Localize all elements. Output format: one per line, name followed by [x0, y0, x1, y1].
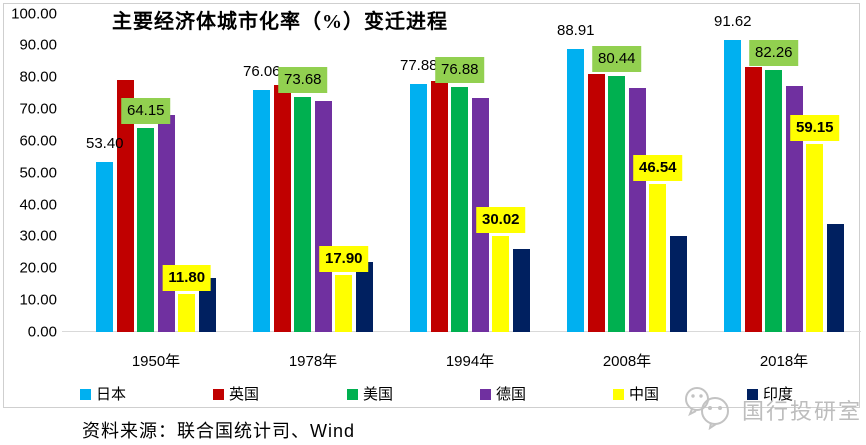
legend-label: 美国 [363, 386, 394, 403]
bar [178, 294, 196, 332]
bar [492, 236, 510, 332]
x-axis-category-label: 2008年 [602, 353, 652, 370]
x-axis-category-label: 1950年 [131, 353, 181, 370]
x-axis-category-label: 2018年 [759, 353, 809, 370]
legend-item: 日本 [80, 383, 126, 403]
chart-title: 主要经济体城市化率（%）变迁进程 [112, 11, 448, 33]
y-axis-tick-label: 100.00 [11, 5, 57, 23]
bar [628, 88, 646, 332]
bar [157, 115, 175, 332]
bar [669, 236, 687, 332]
legend-swatch [613, 389, 624, 400]
bar [314, 101, 332, 332]
data-label: 46.54 [632, 155, 683, 181]
legend-swatch [480, 389, 491, 400]
bar [430, 81, 448, 332]
y-axis-tick-label: 80.00 [19, 68, 57, 86]
legend-label: 英国 [229, 386, 260, 403]
legend-swatch [347, 389, 358, 400]
bar [826, 224, 844, 332]
data-label: 17.90 [318, 246, 369, 272]
x-axis-category-label: 1994年 [445, 353, 495, 370]
legend-item: 德国 [480, 383, 526, 403]
y-axis-tick-label: 30.00 [19, 227, 57, 245]
bar [410, 84, 428, 332]
bar [451, 87, 469, 332]
data-label: 53.40 [85, 135, 124, 152]
legend-swatch [747, 389, 758, 400]
bar [355, 262, 373, 332]
data-label: 82.26 [748, 40, 799, 66]
data-label: 88.91 [556, 22, 595, 39]
y-axis-tick-label: 20.00 [19, 259, 57, 277]
watermark: 国行投研室 [680, 384, 862, 435]
bar [785, 86, 803, 332]
bar [253, 90, 271, 332]
legend-item: 英国 [213, 383, 259, 403]
bar [744, 67, 762, 332]
legend-item: 美国 [347, 383, 393, 403]
y-axis-tick-label: 50.00 [19, 164, 57, 182]
data-label: 73.68 [277, 67, 328, 93]
y-axis-tick-label: 90.00 [19, 36, 57, 54]
bar [567, 49, 585, 332]
legend-swatch [80, 389, 91, 400]
legend-label: 中国 [629, 386, 660, 403]
data-label: 76.88 [434, 57, 485, 83]
data-label: 91.62 [713, 13, 752, 30]
legend-swatch [213, 389, 224, 400]
y-axis-tick-label: 60.00 [19, 132, 57, 150]
data-label: 80.44 [591, 46, 642, 72]
bar [294, 97, 312, 332]
legend-item: 中国 [613, 383, 659, 403]
y-axis-tick-label: 70.00 [19, 100, 57, 118]
data-label: 59.15 [789, 115, 840, 141]
data-label: 11.80 [162, 265, 212, 291]
chart-frame-border [3, 3, 860, 408]
legend-label: 德国 [496, 386, 527, 403]
data-label: 30.02 [475, 207, 526, 233]
bar [512, 249, 530, 332]
legend-label: 日本 [96, 386, 127, 403]
bar [273, 85, 291, 332]
source-note: 资料来源：联合国统计司、Wind [82, 421, 356, 441]
bar [806, 144, 824, 332]
bar [765, 70, 783, 332]
bar [649, 184, 667, 332]
bar [608, 76, 626, 332]
data-label: 76.06 [242, 63, 281, 80]
y-axis-tick-label: 10.00 [19, 291, 57, 309]
watermark-text: 国行投研室 [742, 398, 863, 424]
bar [724, 40, 742, 332]
y-axis-tick-label: 0.00 [27, 323, 57, 341]
data-label: 64.15 [120, 98, 171, 124]
bar [587, 74, 605, 332]
bar [96, 162, 114, 332]
wechat-logo-icon [680, 384, 738, 435]
bar [137, 128, 155, 332]
bar [198, 278, 216, 332]
x-axis-category-label: 1978年 [288, 353, 338, 370]
bar [335, 275, 353, 332]
y-axis-tick-label: 40.00 [19, 196, 57, 214]
data-label: 77.88 [399, 57, 438, 74]
bar [116, 80, 134, 332]
legend-label: 印度 [763, 386, 794, 403]
legend-item: 印度 [747, 383, 793, 403]
